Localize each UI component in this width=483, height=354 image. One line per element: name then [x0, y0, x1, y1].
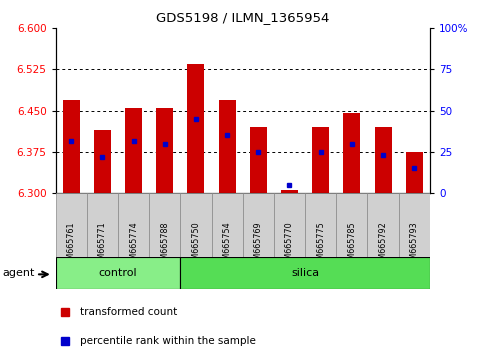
Text: GSM665761: GSM665761 — [67, 222, 76, 270]
Bar — [212, 193, 242, 257]
Bar — [180, 193, 212, 257]
Text: silica: silica — [291, 268, 319, 278]
Text: GSM665769: GSM665769 — [254, 222, 263, 270]
Text: GSM665750: GSM665750 — [191, 222, 200, 270]
Text: GSM665788: GSM665788 — [160, 222, 169, 270]
Bar — [149, 193, 180, 257]
Text: GSM665775: GSM665775 — [316, 222, 325, 270]
Bar — [406, 152, 423, 193]
Bar — [56, 193, 87, 257]
Bar — [118, 193, 149, 257]
Bar — [374, 127, 392, 193]
Text: GSM665774: GSM665774 — [129, 222, 138, 270]
Text: GSM665771: GSM665771 — [98, 222, 107, 270]
Text: GSM665785: GSM665785 — [347, 222, 356, 270]
Text: agent: agent — [2, 268, 35, 278]
Text: GSM665770: GSM665770 — [285, 222, 294, 270]
Text: GSM665793: GSM665793 — [410, 222, 419, 270]
Bar — [242, 193, 274, 257]
Bar — [250, 127, 267, 193]
Bar — [343, 113, 360, 193]
Text: percentile rank within the sample: percentile rank within the sample — [80, 336, 256, 346]
Title: GDS5198 / ILMN_1365954: GDS5198 / ILMN_1365954 — [156, 11, 329, 24]
Bar — [398, 193, 430, 257]
Bar — [368, 193, 398, 257]
Bar — [125, 108, 142, 193]
Bar — [87, 193, 118, 257]
Bar — [156, 108, 173, 193]
Bar — [281, 190, 298, 193]
Text: control: control — [99, 268, 137, 278]
Bar — [274, 193, 305, 257]
Text: GSM665754: GSM665754 — [223, 222, 232, 270]
Bar — [180, 257, 430, 289]
Bar — [187, 64, 204, 193]
Bar — [63, 99, 80, 193]
Bar — [218, 99, 236, 193]
Bar — [336, 193, 368, 257]
Text: transformed count: transformed count — [80, 307, 177, 317]
Bar — [56, 257, 180, 289]
Bar — [305, 193, 336, 257]
Bar — [312, 127, 329, 193]
Bar — [94, 130, 111, 193]
Text: GSM665792: GSM665792 — [379, 222, 387, 270]
